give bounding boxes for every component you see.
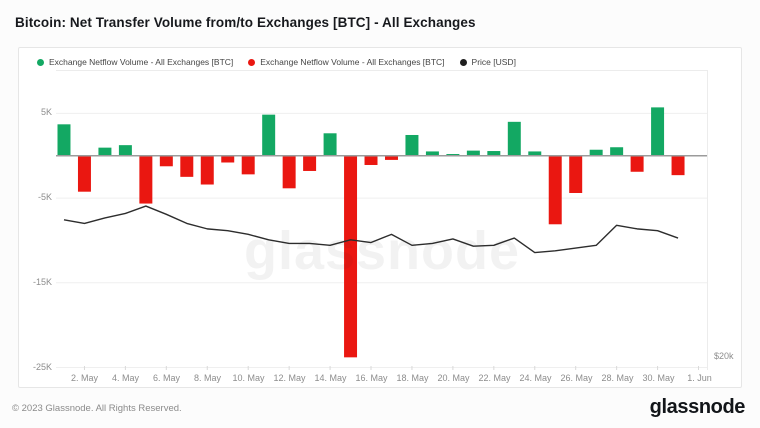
x-axis-label: 12. May	[273, 373, 306, 383]
netflow-bar	[569, 155, 583, 193]
legend-label: Exchange Netflow Volume - All Exchanges …	[260, 57, 445, 67]
x-axis-label: 24. May	[519, 373, 552, 383]
netflow-bar	[507, 121, 521, 156]
x-axis-label: 14. May	[314, 373, 347, 383]
netflow-bar	[323, 133, 337, 156]
netflow-bar	[159, 155, 173, 167]
x-axis-label: 6. May	[152, 373, 180, 383]
y-axis-label: 5K	[40, 107, 52, 118]
x-axis-label: 22. May	[478, 373, 511, 383]
netflow-bar	[528, 151, 542, 156]
x-axis-label: 20. May	[437, 373, 470, 383]
netflow-bar	[118, 145, 132, 156]
netflow-bar	[405, 134, 419, 156]
netflow-bar	[651, 107, 665, 156]
netflow-bar	[180, 155, 194, 177]
y-axis-label: -5K	[37, 192, 52, 203]
netflow-bar	[384, 155, 398, 160]
x-axis-label: 30. May	[642, 373, 675, 383]
netflow-bar	[425, 151, 439, 156]
x-axis-label: 2. May	[70, 373, 98, 383]
netflow-bar	[139, 155, 153, 204]
y-axis-label: -15K	[32, 277, 52, 288]
netflow-bar	[487, 151, 501, 156]
x-axis-label: 26. May	[560, 373, 593, 383]
x-axis-label: 4. May	[111, 373, 139, 383]
netflow-bar	[282, 155, 296, 189]
netflow-bar	[241, 155, 255, 175]
x-axis-label: 28. May	[601, 373, 634, 383]
netflow-bar	[221, 155, 235, 163]
legend: Exchange Netflow Volume - All Exchanges …	[37, 55, 516, 69]
legend-item-0[interactable]: Exchange Netflow Volume - All Exchanges …	[37, 57, 233, 67]
chart-card: Exchange Netflow Volume - All Exchanges …	[18, 47, 742, 388]
netflow-bar	[303, 155, 317, 171]
netflow-bar	[344, 155, 358, 358]
netflow-bar	[548, 155, 562, 225]
netflow-bar	[57, 124, 71, 156]
legend-dot-icon	[459, 58, 467, 66]
netflow-bar	[671, 155, 685, 176]
netflow-bar	[630, 155, 644, 172]
netflow-bar	[364, 155, 378, 165]
y-axis-label: -25K	[32, 362, 52, 373]
netflow-bar	[98, 147, 112, 156]
netflow-bar	[589, 149, 603, 156]
legend-label: Price [USD]	[471, 57, 516, 67]
x-axis-label: 1. Jun	[687, 373, 712, 383]
x-axis-label: 16. May	[355, 373, 388, 383]
legend-item-1[interactable]: Exchange Netflow Volume - All Exchanges …	[248, 57, 445, 67]
legend-dot-icon	[248, 58, 256, 66]
netflow-bar	[446, 154, 460, 156]
copyright-text: © 2023 Glassnode. All Rights Reserved.	[12, 403, 182, 414]
legend-dot-icon	[37, 58, 44, 66]
netflow-bar	[77, 155, 91, 192]
y-axis-right-label: $20k	[714, 351, 734, 361]
x-axis-label: 10. May	[232, 373, 265, 383]
netflow-bar	[466, 150, 480, 156]
glassnode-logo[interactable]: glassnode	[649, 396, 746, 418]
legend-label: Exchange Netflow Volume - All Exchanges …	[49, 57, 234, 67]
price-line	[63, 205, 679, 254]
x-axis-label: 18. May	[396, 373, 429, 383]
netflow-bar	[262, 114, 276, 156]
x-axis-label: 8. May	[193, 373, 221, 383]
legend-item-2[interactable]: Price [USD]	[459, 57, 516, 67]
netflow-price-chart[interactable]	[56, 70, 708, 370]
netflow-bar	[610, 147, 624, 156]
netflow-bar	[200, 155, 214, 185]
chart-title: Bitcoin: Net Transfer Volume from/to Exc…	[15, 15, 476, 30]
